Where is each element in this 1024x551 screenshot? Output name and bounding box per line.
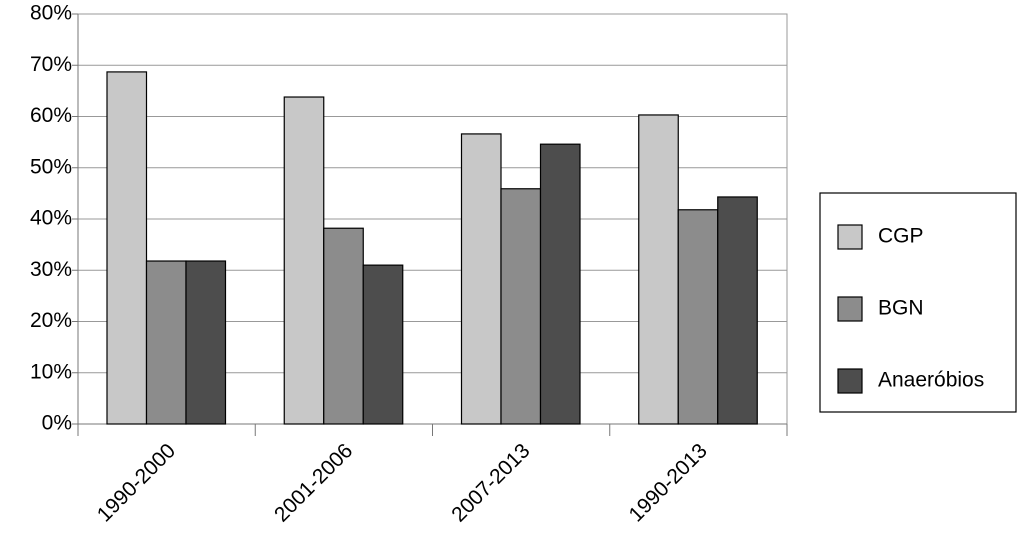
x-tick-label: 1990-2013 [625, 439, 712, 526]
x-tick-label: 2001-2006 [270, 439, 357, 526]
bar [539, 143, 581, 425]
y-tick-label: 0% [42, 412, 72, 435]
x-tick-label: 1990-2000 [93, 439, 180, 526]
bar [323, 227, 364, 425]
bar [717, 196, 758, 425]
bar [185, 260, 227, 425]
bar [460, 133, 502, 425]
x-tick-label: 2007-2013 [447, 439, 534, 526]
bar [283, 96, 325, 425]
legend-label: Anaeróbios [878, 369, 984, 392]
y-tick-label: 30% [30, 258, 72, 281]
y-tick-label: 80% [30, 2, 72, 25]
bar [362, 264, 404, 425]
legend-label: BGN [878, 297, 924, 320]
legend-label: CGP [878, 225, 924, 248]
bar [500, 188, 542, 425]
y-tick-label: 40% [30, 207, 72, 230]
y-tick-label: 20% [30, 309, 72, 332]
bar [677, 209, 719, 425]
legend-swatch [837, 296, 863, 322]
y-tick-label: 70% [30, 53, 72, 76]
bar [145, 260, 187, 425]
y-tick-label: 10% [30, 360, 72, 383]
legend-swatch [837, 368, 863, 394]
y-tick-label: 50% [30, 155, 72, 178]
y-tick-label: 60% [30, 104, 72, 127]
bar [638, 114, 679, 425]
legend-swatch [837, 224, 863, 250]
bar [106, 71, 148, 425]
